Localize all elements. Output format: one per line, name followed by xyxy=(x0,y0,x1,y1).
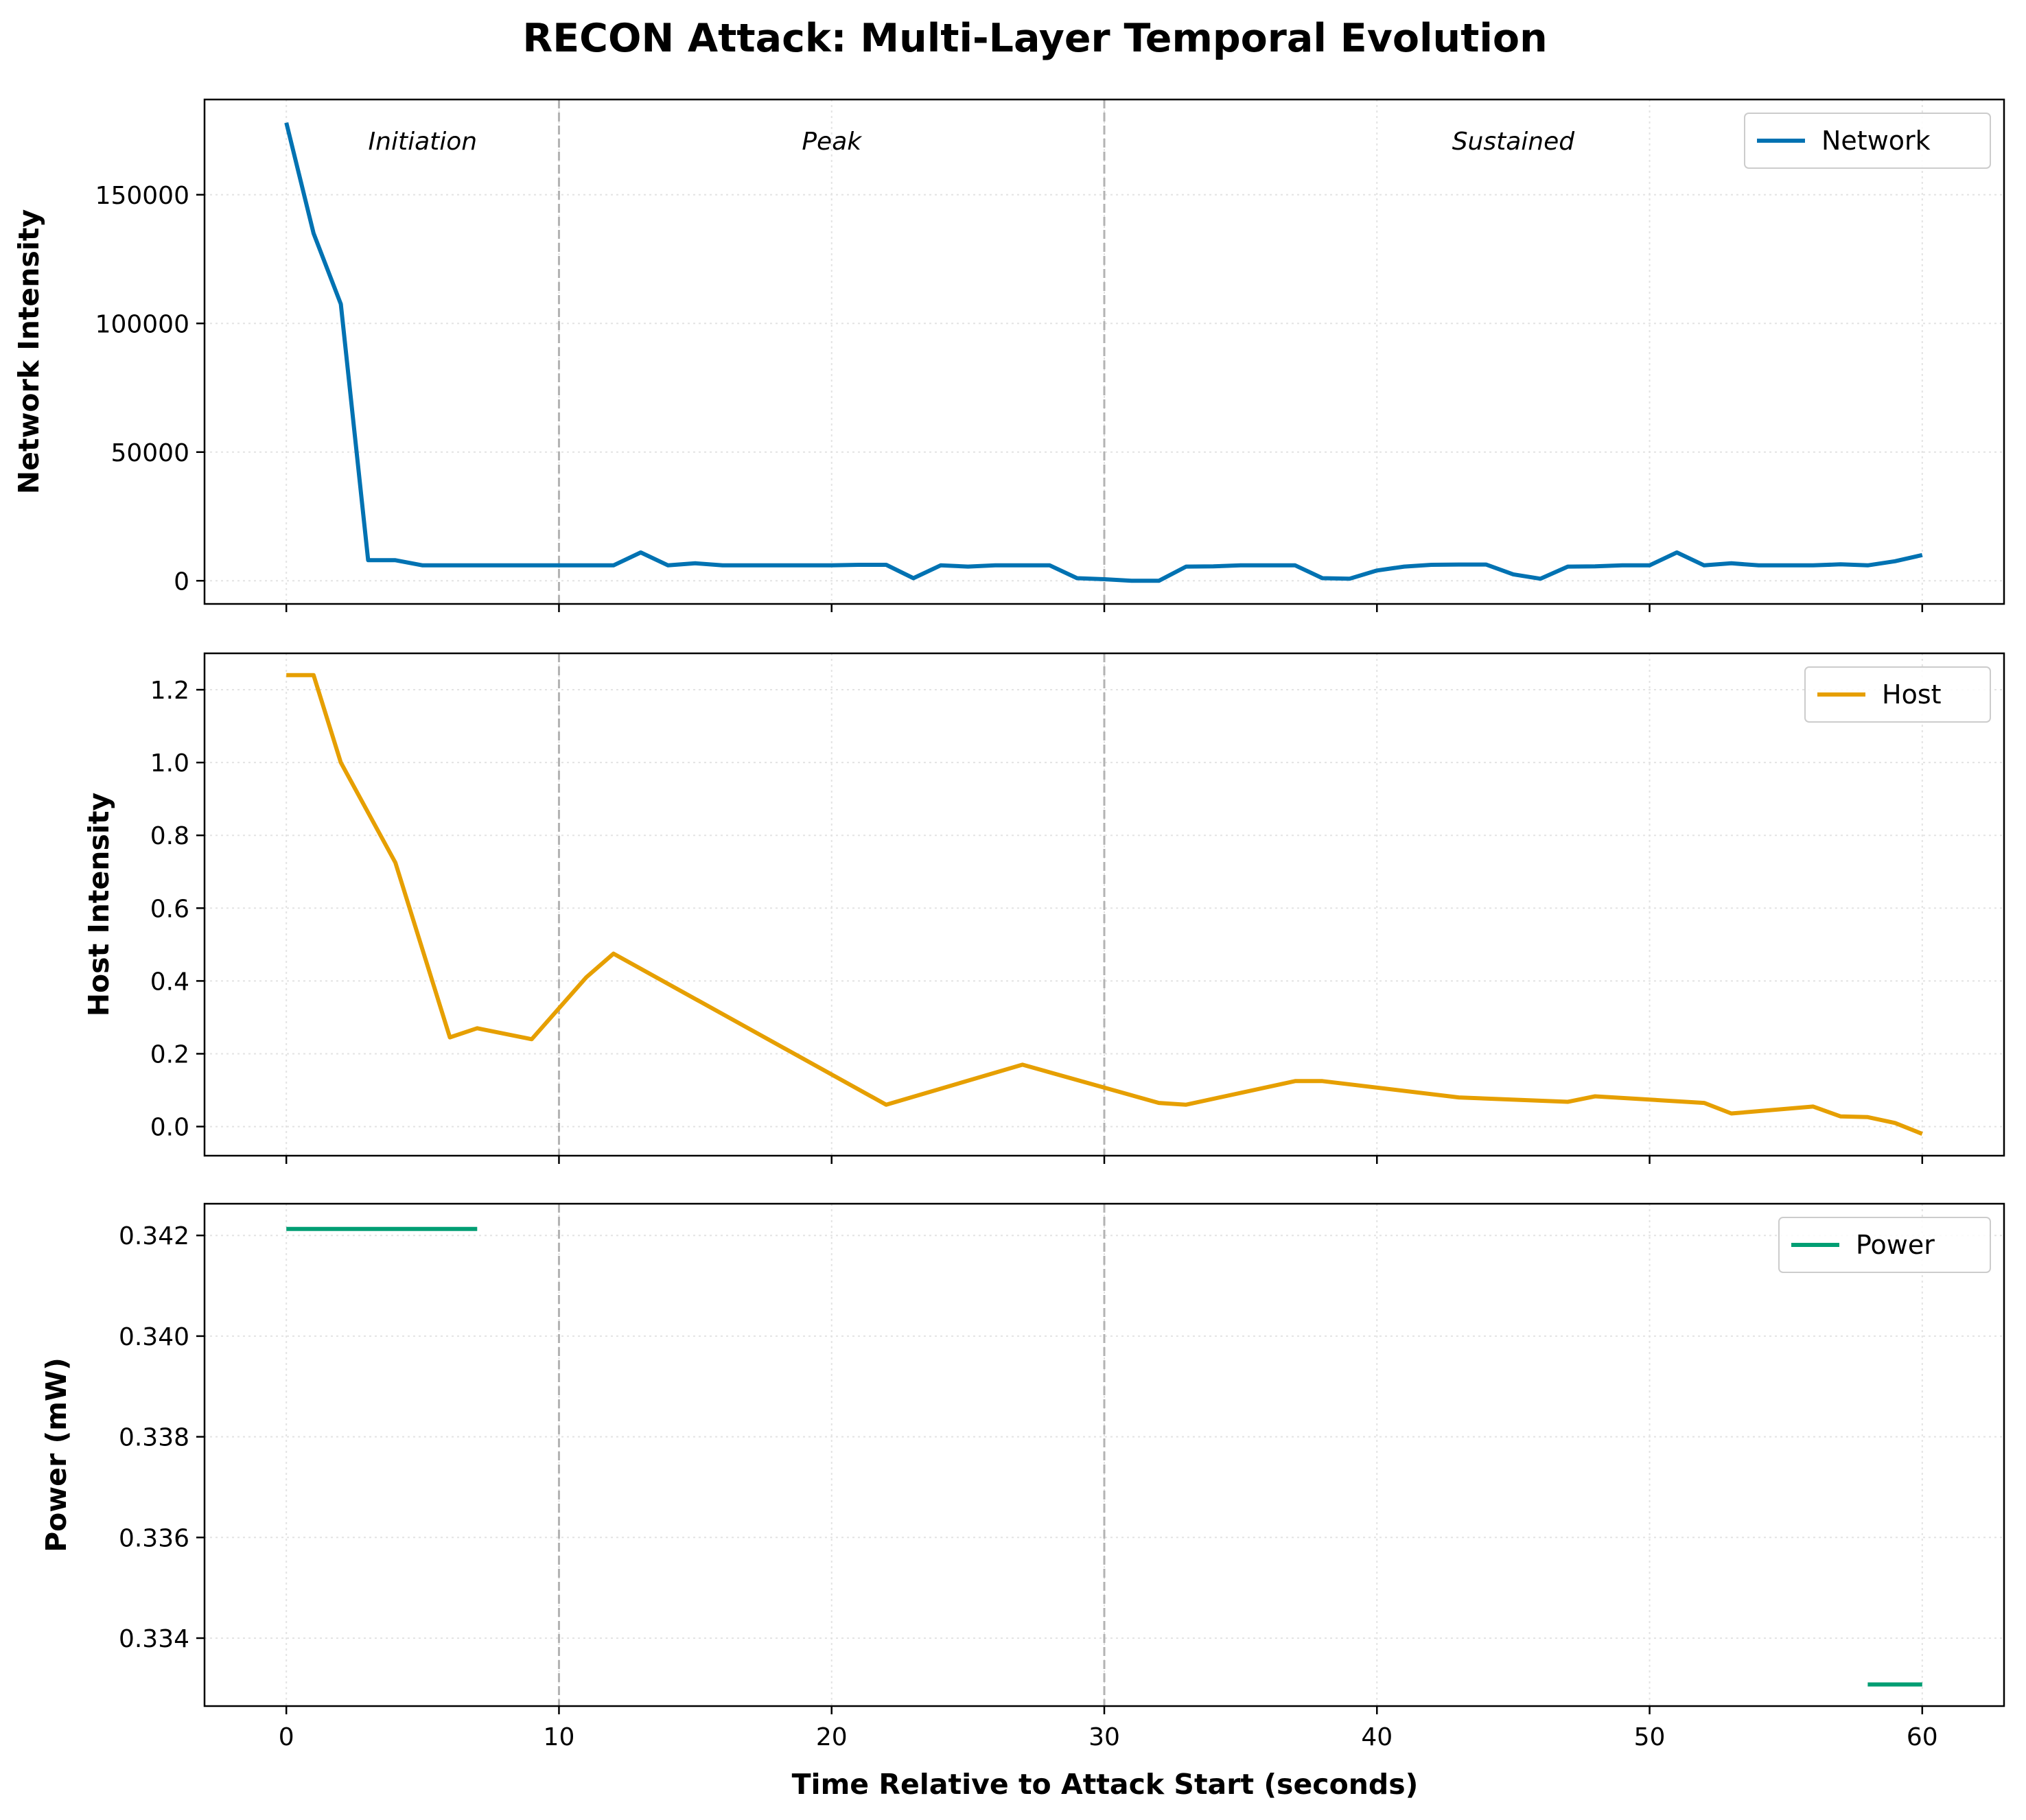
x-tick-label: 20 xyxy=(816,1723,848,1751)
y-tick-label: 50000 xyxy=(110,439,189,467)
x-axis-label: Time Relative to Attack Start (seconds) xyxy=(792,1768,1419,1801)
y-axis-label: Network Intensity xyxy=(12,209,45,494)
legend-box xyxy=(1804,666,1991,723)
y-tick-label: 0.342 xyxy=(119,1222,189,1250)
legend: Host xyxy=(1804,666,1991,723)
legend: Power xyxy=(1778,1217,1991,1273)
y-axis-label: Power (mW) xyxy=(40,1357,73,1552)
y-tick-label: 0.4 xyxy=(150,968,189,996)
panel-2: 0.0 0.2 0.4 0.6 0.8 1.0 1.2 Host Intensity Host xyxy=(82,652,2005,1164)
x-tick-label: 30 xyxy=(1088,1723,1120,1751)
y-tick-label: 0.338 xyxy=(119,1424,189,1452)
legend-label: Host xyxy=(1882,679,1942,710)
x-tick-label: 40 xyxy=(1361,1723,1393,1751)
y-tick-label: 0.334 xyxy=(119,1625,189,1653)
y-tick-label: 0.336 xyxy=(119,1524,189,1552)
y-tick-label: 0.8 xyxy=(150,822,189,850)
y-tick-label: 150000 xyxy=(95,182,189,210)
legend-box xyxy=(1778,1217,1991,1273)
x-tick-label: 10 xyxy=(544,1723,575,1751)
legend-label: Network xyxy=(1821,126,1931,156)
x-tick-label: 50 xyxy=(1634,1723,1666,1751)
y-tick-label: 0 xyxy=(174,568,189,596)
legend-box xyxy=(1744,113,1991,169)
y-tick-label: 0.6 xyxy=(150,895,189,923)
phase-label: Sustained xyxy=(1452,128,1576,156)
legend-label: Power xyxy=(1856,1230,1935,1260)
panel-1: Initiation Peak Sustained 0 50000 100000 15000… xyxy=(12,98,2005,612)
y-tick-label: 0.0 xyxy=(150,1114,189,1142)
x-tick-label: 60 xyxy=(1907,1723,1938,1751)
y-axis-label: Host Intensity xyxy=(82,793,115,1017)
series-line-host xyxy=(286,673,1923,1136)
phase-label: Initiation xyxy=(369,128,478,156)
series-line-network xyxy=(284,122,1923,583)
y-tick-label: 0.340 xyxy=(119,1323,189,1351)
legend: Network xyxy=(1744,113,1991,169)
chart-title: RECON Attack: Multi-Layer Temporal Evolu… xyxy=(522,16,1547,61)
panel-3: 0.334 0.336 0.338 0.340 0.342 0 10 20 30 40 50 60 Po… xyxy=(40,1202,2005,1751)
y-tick-label: 0.2 xyxy=(150,1040,189,1069)
panels: Initiation Peak Sustained 0 50000 100000 15000… xyxy=(12,98,2005,1751)
y-tick-label: 100000 xyxy=(95,310,189,338)
y-tick-label: 1.2 xyxy=(150,677,189,705)
y-tick-label: 1.0 xyxy=(150,749,189,778)
x-tick-label: 0 xyxy=(279,1723,294,1751)
phase-label: Peak xyxy=(802,128,863,156)
